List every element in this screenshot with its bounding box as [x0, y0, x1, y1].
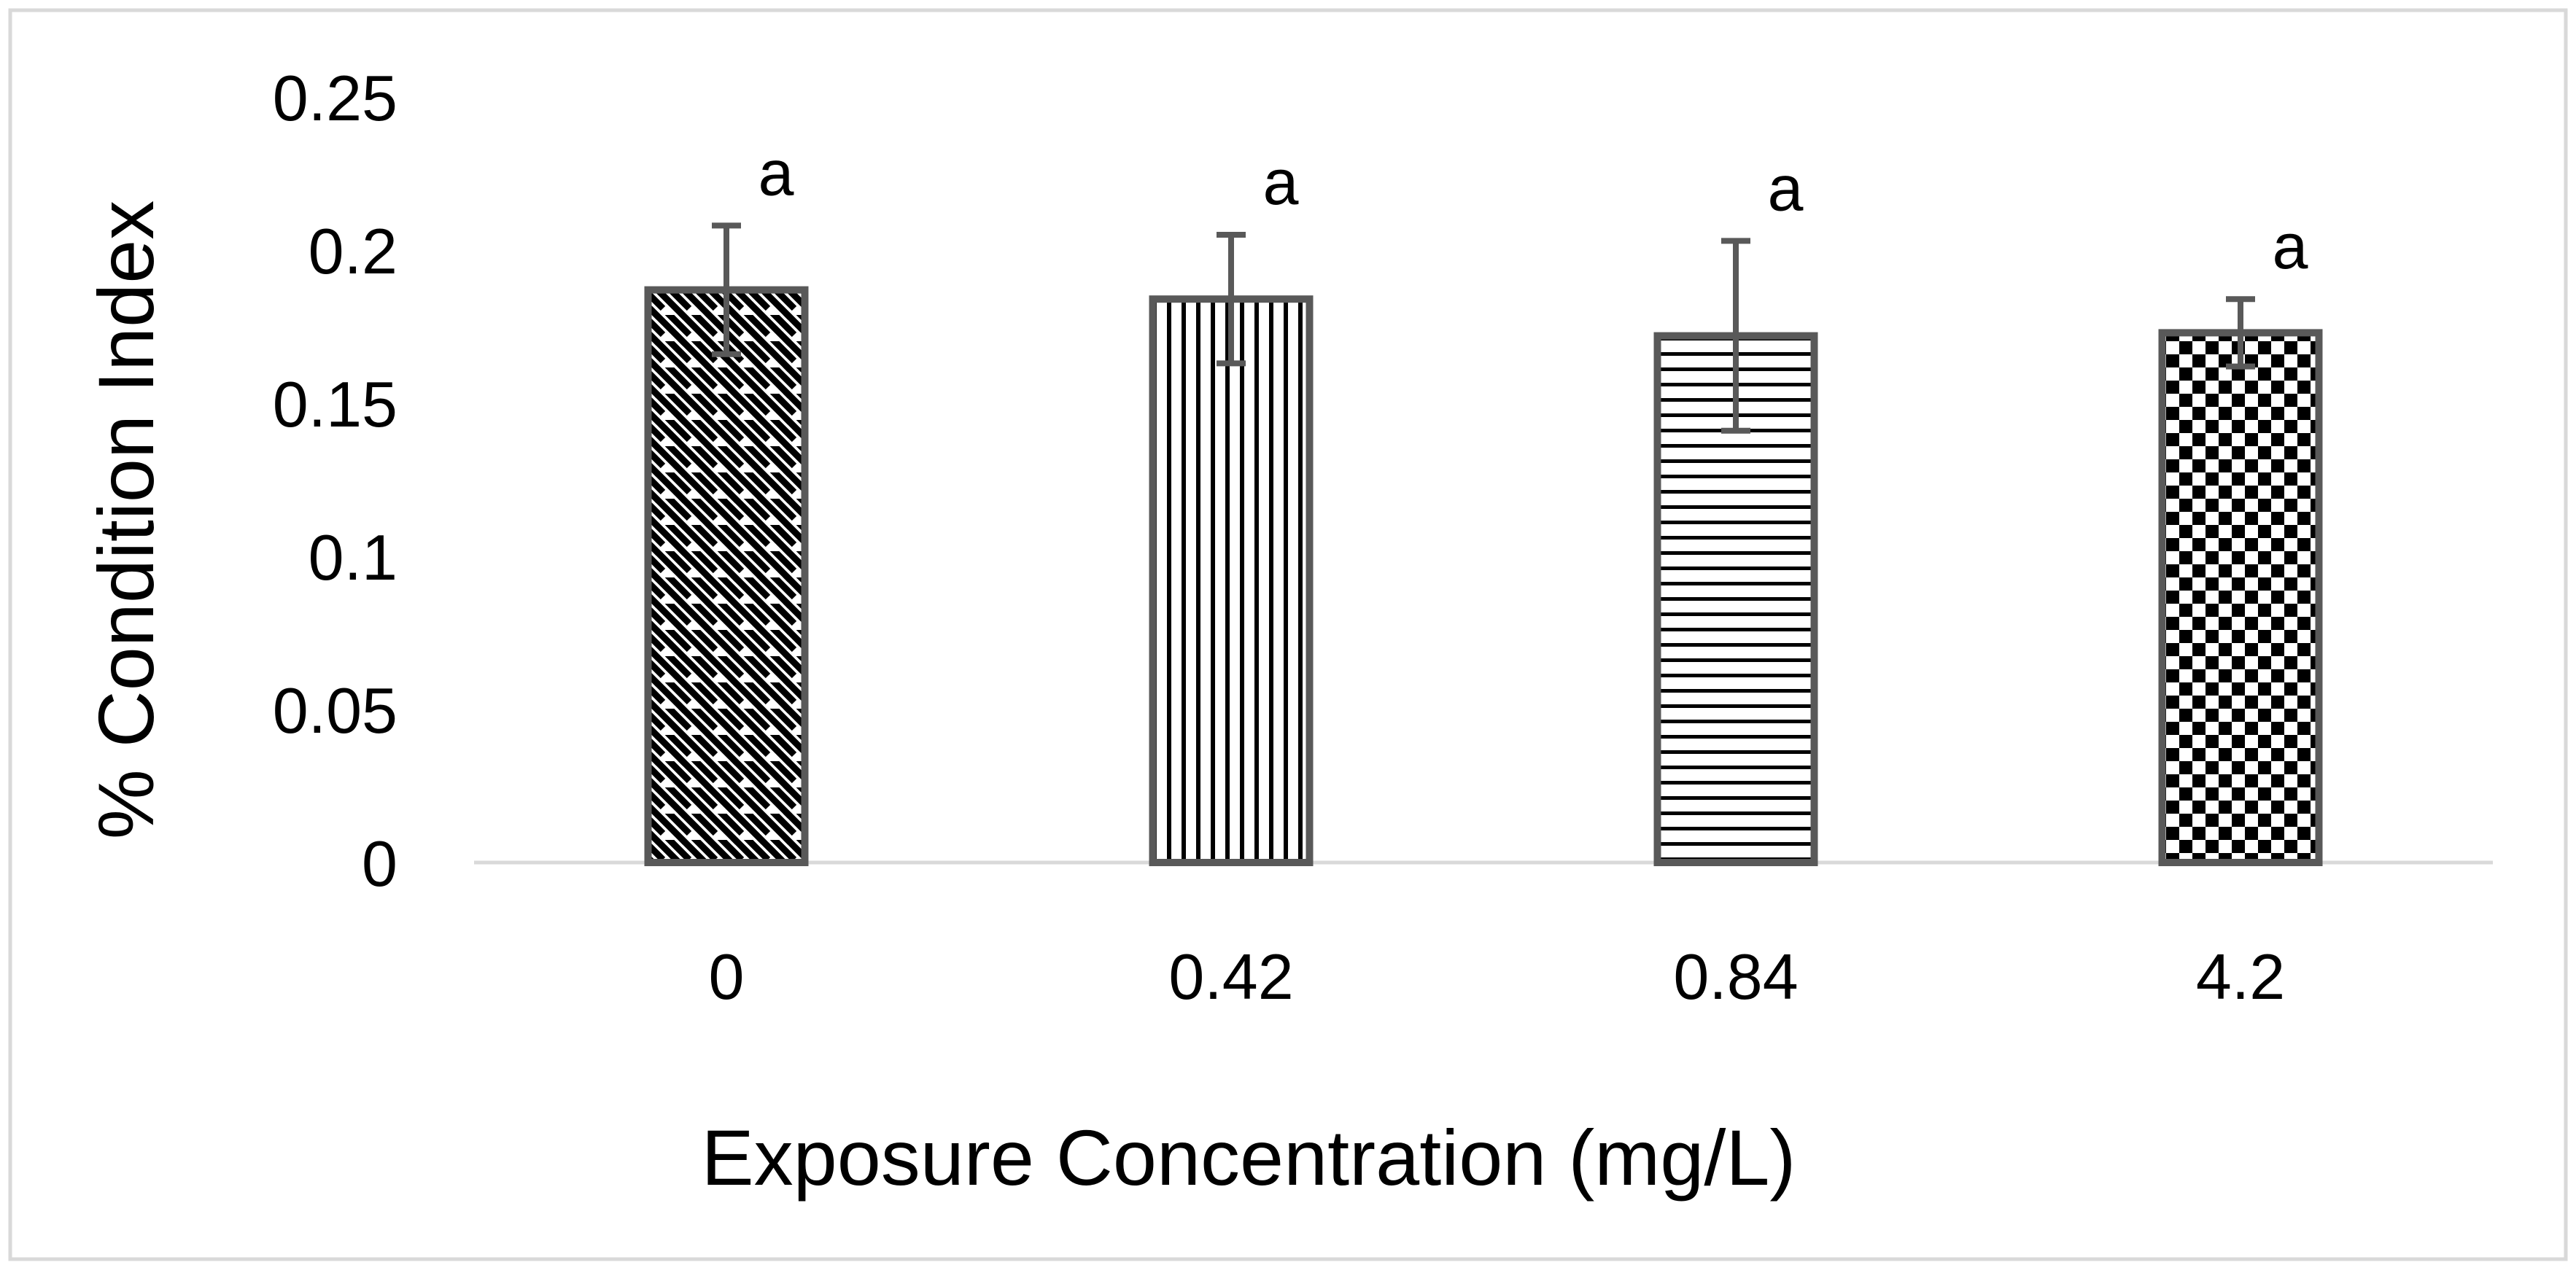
- error-bar: [1721, 238, 1750, 434]
- significance-label: a: [2273, 210, 2308, 282]
- x-tick-label: 0.84: [1673, 941, 1798, 1013]
- bar-diagonal-stripes: [644, 286, 809, 867]
- y-axis-tick-labels: 0 0.05 0.1 0.15 0.2 0.25: [273, 62, 397, 900]
- y-axis-title: % Condition Index: [82, 201, 170, 840]
- significance-label: a: [1768, 152, 1804, 224]
- y-tick-label: 0.2: [309, 215, 397, 287]
- x-tick-label: 4.2: [2196, 941, 2285, 1013]
- bars-group: [644, 286, 2323, 867]
- bar-checkerboard: [2158, 329, 2323, 866]
- significance-labels-group: a a a a: [759, 136, 2308, 282]
- x-tick-label: 0.42: [1168, 941, 1293, 1013]
- error-bars-group: [712, 222, 2255, 434]
- y-tick-label: 0: [362, 828, 397, 900]
- x-axis-title: Exposure Concentration (mg/L): [702, 1113, 1796, 1202]
- significance-label: a: [759, 136, 794, 209]
- y-tick-label: 0.1: [309, 521, 397, 593]
- bar-vertical-stripes: [1149, 295, 1314, 866]
- y-tick-label: 0.05: [273, 674, 397, 747]
- y-tick-label: 0.15: [273, 368, 397, 440]
- significance-label: a: [1263, 146, 1299, 218]
- x-tick-label: 0: [709, 941, 745, 1013]
- error-bar: [2226, 296, 2255, 370]
- x-axis-tick-labels: 0 0.42 0.84 4.2: [709, 941, 2286, 1013]
- error-bar: [1217, 232, 1246, 367]
- y-tick-label: 0.25: [273, 62, 397, 134]
- error-bar: [712, 222, 741, 357]
